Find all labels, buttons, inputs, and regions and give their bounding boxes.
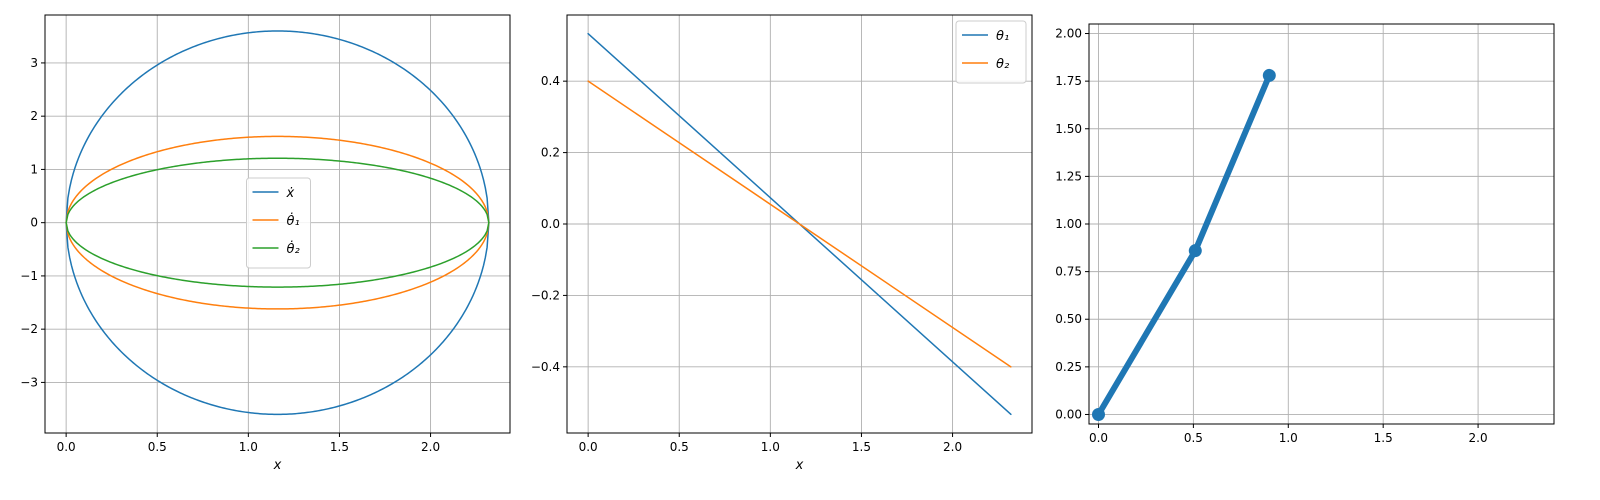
axes-frame [44, 14, 511, 434]
series-group [1091, 68, 1276, 421]
x-tick-label: 0.0 [579, 440, 598, 454]
x-axis-label: x [273, 458, 282, 473]
x-tick-label: 0.5 [1184, 431, 1203, 445]
panel-pendulum-configuration: 0.0 0.5 1.0 1.5 2.0 0.00 0.25 0.50 0.75 1.00 1.25… [1055, 23, 1555, 445]
x-tick-label: 1.0 [239, 440, 258, 454]
x-tick-label: 1.0 [1279, 431, 1298, 445]
x-tick-label: 0.0 [1089, 431, 1108, 445]
y-tick-label: −3 [20, 375, 38, 389]
joint-marker [1091, 407, 1105, 421]
x-axis-label: x [795, 458, 804, 473]
legend-box [955, 20, 1027, 84]
y-tick-label: 1.50 [1055, 122, 1082, 136]
x-tick-labels: 0.0 0.5 1.0 1.5 2.0 [579, 433, 962, 454]
y-tick-label: 2.00 [1055, 27, 1082, 41]
y-tick-label: −0.2 [531, 288, 560, 302]
x-tick-label: 0.5 [148, 440, 167, 454]
y-tick-label: 0.2 [541, 146, 560, 160]
y-tick-label: 2 [30, 109, 38, 123]
y-tick-label: −2 [20, 322, 38, 336]
x-tick-label: 1.5 [1374, 431, 1393, 445]
y-tick-label: 0.50 [1055, 312, 1082, 326]
series-group [587, 32, 1012, 416]
panel-velocity-phase: 0.0 0.5 1.0 1.5 2.0 −3 −2 −1 0 1 2 3 x ẋ θ̇₁ θ̇₂ [20, 14, 511, 473]
y-tick-label: 0.00 [1055, 407, 1082, 421]
y-tick-labels: −3 −2 −1 0 1 2 3 [20, 56, 45, 389]
y-tick-label: −0.4 [531, 360, 560, 374]
y-tick-label: 0.25 [1055, 360, 1082, 374]
x-tick-label: 1.0 [761, 440, 780, 454]
y-tick-labels: −0.4 −0.2 0.0 0.2 0.4 [531, 74, 567, 374]
y-tick-label: 1 [30, 162, 38, 176]
x-tick-label: 2.0 [1469, 431, 1488, 445]
y-tick-label: 3 [30, 56, 38, 70]
legend-label: θ₂ [996, 57, 1009, 72]
y-tick-label: −1 [20, 269, 38, 283]
x-tick-label: 2.0 [421, 440, 440, 454]
legend-label: θ̇₁ [287, 213, 300, 229]
y-tick-label: 0.4 [541, 74, 560, 88]
x-tick-labels: 0.0 0.5 1.0 1.5 2.0 [57, 433, 440, 454]
y-tick-label: 1.00 [1055, 217, 1082, 231]
y-tick-label: 0.0 [541, 217, 560, 231]
legend-box [246, 177, 311, 269]
legend-label: θ̇₂ [287, 241, 300, 257]
x-tick-labels: 0.0 0.5 1.0 1.5 2.0 [1089, 424, 1488, 445]
legend: θ₁ θ₂ [955, 20, 1027, 84]
x-tick-label: 0.5 [670, 440, 689, 454]
x-tick-label: 1.5 [852, 440, 871, 454]
legend-label: θ₁ [996, 29, 1009, 44]
series-line-2 [587, 80, 1012, 368]
x-tick-label: 2.0 [943, 440, 962, 454]
panel-angles: 0.0 0.5 1.0 1.5 2.0 −0.4 −0.2 0.0 0.2 0.4 x θ₁ θ₂ [531, 14, 1033, 473]
y-tick-labels: 0.00 0.25 0.50 0.75 1.00 1.25 1.50 1.75 2.00 [1055, 27, 1089, 421]
legend-label: ẋ [286, 186, 295, 201]
y-tick-label: 1.25 [1055, 169, 1082, 183]
joint-marker [1188, 244, 1202, 258]
joint-marker [1262, 68, 1276, 82]
series-group [65, 30, 490, 416]
series-line-3 [65, 157, 490, 288]
x-tick-label: 0.0 [57, 440, 76, 454]
x-tick-label: 1.5 [330, 440, 349, 454]
grid-lines [1089, 24, 1554, 424]
y-tick-label: 0.75 [1055, 265, 1082, 279]
y-tick-label: 1.75 [1055, 74, 1082, 88]
y-tick-label: 0 [30, 216, 38, 230]
legend: ẋ θ̇₁ θ̇₂ [246, 177, 311, 269]
